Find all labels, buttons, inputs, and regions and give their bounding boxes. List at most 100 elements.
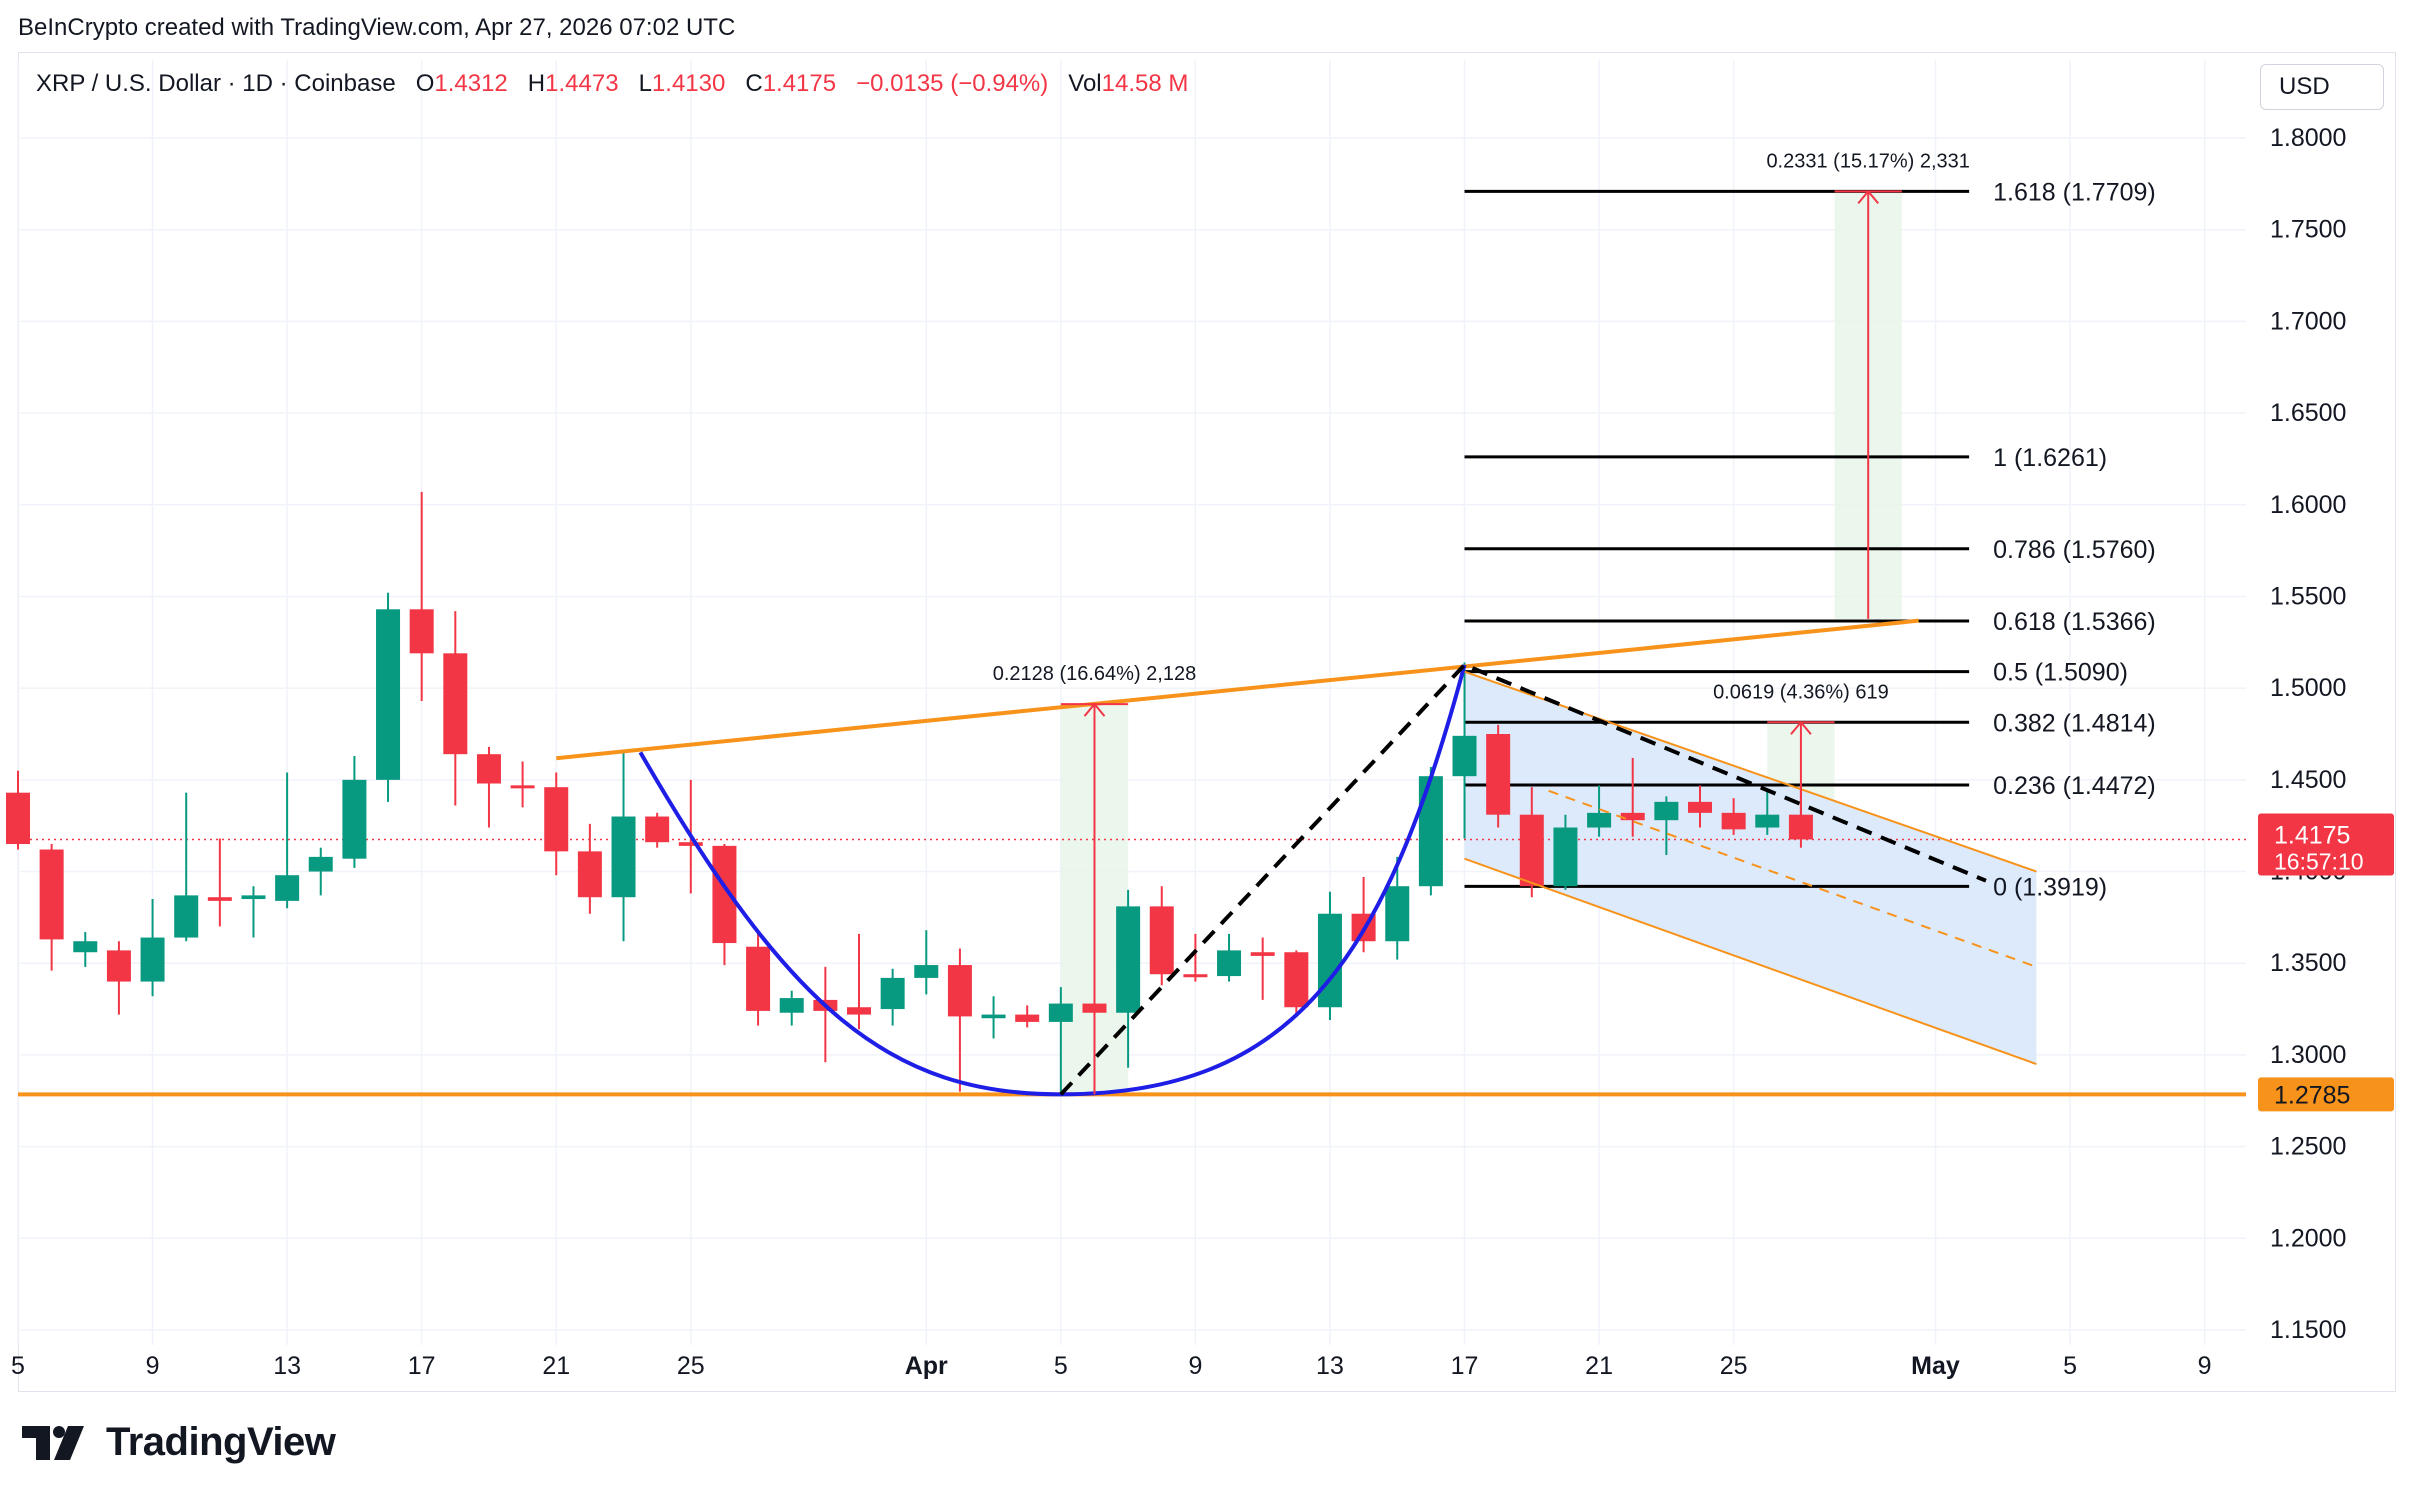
candle-down [1284, 952, 1309, 1008]
candle-up [1654, 801, 1679, 821]
candle-down [645, 816, 670, 843]
legend-low-label: L [638, 70, 652, 97]
time-tick-label: 5 [11, 1352, 25, 1380]
legend-close-value: 1.4175 [762, 70, 837, 97]
time-tick-label: 9 [1188, 1352, 1202, 1380]
candle-up [1755, 814, 1780, 828]
time-axis[interactable]: 5 9 13 17 21 25 Apr 5 9 13 17 21 25 May 5 9 [11, 1352, 2212, 1380]
candle-down [443, 653, 468, 755]
candle-down [1688, 801, 1712, 813]
brand-name: TradingView [106, 1420, 336, 1464]
cup-pattern-curve [638, 664, 1467, 1097]
time-tick-label: Apr [905, 1352, 948, 1380]
price-tick-label: 1.1500 [2270, 1316, 2346, 1344]
channel-upper-line [1464, 670, 2037, 873]
fib-level-label: 0.786 (1.5760) [1993, 536, 2156, 564]
legend-volume-label: Vol [1068, 70, 1102, 97]
drawing-labels: 1.618 (1.7709) 1 (1.6261) 0.786 (1.5760) 0.… [993, 150, 2156, 901]
price-tick-label: 1.6500 [2270, 399, 2346, 427]
time-tick-label: 5 [2063, 1352, 2077, 1380]
candle-up [1385, 886, 1410, 942]
candle-up [376, 609, 401, 780]
candle-up [880, 977, 905, 1010]
time-tick-label: 21 [1585, 1352, 1613, 1380]
legend-open-label: O [415, 70, 435, 97]
fib-level-label: 0.382 (1.4814) [1993, 709, 2156, 737]
candle-up [1116, 906, 1141, 1013]
drawings [18, 189, 2246, 1097]
candle-up [611, 816, 636, 898]
candle-down [1183, 974, 1208, 978]
legend-open-value: 1.4312 [434, 70, 508, 97]
fib-level-label: 1 (1.6261) [1993, 444, 2107, 472]
candle-up [342, 779, 367, 859]
candle-up [241, 895, 266, 900]
last-price-value: 1.4175 [2274, 821, 2350, 849]
time-tick-label: 13 [273, 1352, 301, 1380]
price-tick-label: 1.7000 [2270, 307, 2346, 335]
price-tick-label: 1.6000 [2270, 491, 2346, 519]
candle-up [1317, 913, 1342, 1008]
time-tick-label: 25 [677, 1352, 705, 1380]
time-tick-label: 17 [408, 1352, 436, 1380]
price-tick-label: 1.4500 [2270, 766, 2346, 794]
time-tick-label: May [1911, 1352, 1960, 1380]
drawings-back [18, 189, 2246, 888]
time-tick-label: 21 [542, 1352, 570, 1380]
legend-symbol: XRP / U.S. Dollar · 1D · Coinbase [36, 70, 396, 97]
legend-close-label: C [745, 70, 763, 97]
candle-down [1486, 734, 1511, 815]
grid-lines [17, 60, 2246, 1345]
candle-down [1620, 812, 1645, 821]
candle-up [779, 998, 804, 1013]
measure-label: 0.2128 (16.64%) 2,128 [993, 663, 1197, 685]
legend-low-value: 1.4130 [651, 70, 726, 97]
fib-level-label: 1.618 (1.7709) [1993, 178, 2156, 206]
candle-down [1721, 812, 1746, 830]
fib-level-label: 0.236 (1.4472) [1993, 772, 2156, 800]
legend-volume-value: 14.58 M [1101, 70, 1189, 97]
candle-up [275, 875, 300, 901]
price-tick-label: 1.2000 [2270, 1224, 2346, 1252]
support-price-badge [2258, 1077, 2394, 1112]
projection-zigzag [1059, 662, 1987, 1096]
candle-up [1418, 776, 1443, 887]
candle-down [1250, 952, 1275, 956]
candle-down [476, 754, 501, 784]
support-price-value: 1.2785 [2274, 1081, 2350, 1109]
price-chart[interactable]: 1.618 (1.7709) 1 (1.6261) 0.786 (1.5760) 0.… [0, 0, 2414, 1400]
fib-level-label: 0 (1.3919) [1993, 873, 2107, 901]
candle-down [207, 897, 232, 901]
candle-down [409, 609, 434, 654]
bar-countdown: 16:57:10 [2274, 848, 2364, 874]
fib-level-label: 0.618 (1.5366) [1993, 608, 2156, 636]
tradingview-brand[interactable]: TradingView [22, 1420, 336, 1465]
candle-up [1217, 950, 1242, 977]
candle-down [1519, 814, 1544, 887]
candle-up [1553, 827, 1578, 887]
price-axis[interactable]: 1.8000 1.7500 1.7000 1.6500 1.6000 1.5500 1.50… [2270, 124, 2346, 1344]
candle-down [746, 946, 771, 1011]
legend-high-value: 1.4473 [545, 70, 619, 97]
candle-down [1015, 1014, 1040, 1022]
price-tick-label: 1.2500 [2270, 1133, 2346, 1161]
candle-down [1149, 906, 1174, 975]
time-tick-label: 13 [1316, 1352, 1344, 1380]
time-tick-label: 17 [1451, 1352, 1479, 1380]
shaded-regions [1060, 191, 2037, 1095]
channel-mid-line [1548, 789, 2037, 968]
time-tick-label: 9 [2198, 1352, 2212, 1380]
candle-up [1048, 1003, 1073, 1022]
candle-up [140, 937, 165, 982]
candle-up [1452, 735, 1477, 777]
candle-down [947, 965, 972, 1017]
time-tick-label: 5 [1054, 1352, 1068, 1380]
descending-channel-fill [1464, 671, 2037, 1065]
candle-down [39, 849, 64, 940]
candle-down [106, 950, 131, 982]
last-price-badge [2258, 813, 2394, 876]
candle-up [73, 941, 98, 953]
currency-selector-button[interactable]: USD [2260, 64, 2384, 110]
candle-down [678, 842, 703, 846]
